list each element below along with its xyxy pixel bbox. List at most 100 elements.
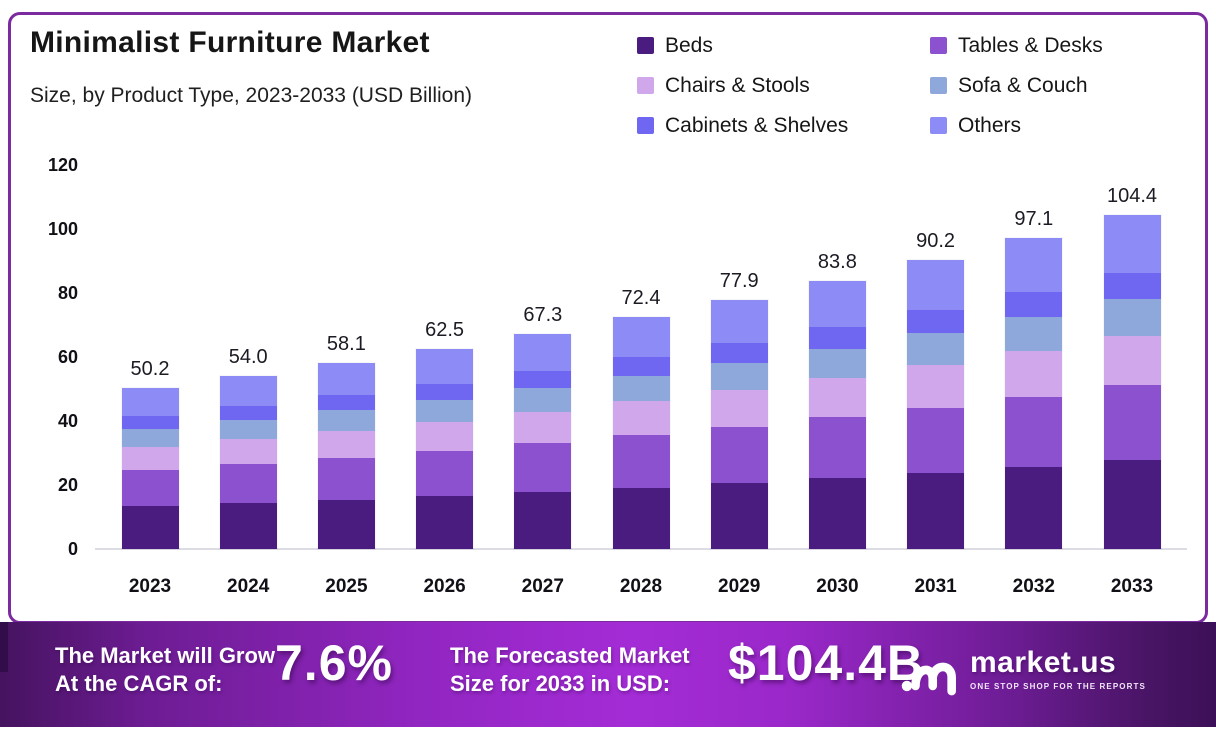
x-axis-label: 2029 [718,576,761,597]
segment-sofa-couch [1103,299,1161,337]
segment-sofa-couch [514,388,572,412]
segment-cabinets-shelves [808,327,866,349]
segment-tables-desks [907,407,965,473]
bar-2024 [219,376,277,549]
bar-2027 [514,333,572,549]
legend-label: Sofa & Couch [958,73,1088,97]
forecast-value: $104.4B [728,635,925,691]
x-axis-label: 2024 [227,576,270,597]
legend: Beds Tables & Desks Chairs & Stools Sofa & … [637,32,1103,139]
segment-sofa-couch [808,348,866,379]
legend-swatch [930,77,947,94]
legend-item-cabinets-shelves: Cabinets & Shelves [637,112,930,139]
brand-name: market.us [970,646,1117,679]
segment-sofa-couch [219,419,277,439]
segment-others [808,280,866,328]
segment-tables-desks [219,463,277,504]
bar-total-label: 83.8 [817,250,857,273]
bar-total-label: 58.1 [326,333,366,356]
legend-item-beds: Beds [637,32,930,59]
bar-2030 [808,280,866,549]
page-subtitle: Size, by Product Type, 2023-2033 (USD Bi… [30,84,473,107]
legend-swatch [637,37,654,54]
segment-sofa-couch [710,362,768,391]
segment-tables-desks [1103,385,1161,461]
bar-2023 [121,388,179,549]
legend-item-sofa-couch: Sofa & Couch [930,72,1103,99]
bar-2033 [1103,214,1161,549]
segment-chairs-stools [1005,351,1063,397]
bar-2026 [416,349,474,549]
x-axis-label: 2032 [1012,576,1055,597]
segment-beds [317,499,375,549]
x-axis-label: 2026 [423,576,466,597]
segment-cabinets-shelves [710,342,768,363]
x-axis-line [95,548,1187,550]
segment-tables-desks [514,443,572,492]
bar-total-label: 50.2 [130,358,170,381]
bar-2025 [317,363,375,549]
segment-beds [219,503,277,549]
segment-chairs-stools [121,446,179,471]
segment-cabinets-shelves [1005,292,1063,318]
segment-beds [416,495,474,549]
segment-cabinets-shelves [219,405,277,420]
x-axis-label: 2028 [619,576,663,597]
segment-cabinets-shelves [416,383,474,400]
segment-tables-desks [121,470,179,507]
segment-beds [808,477,866,549]
segment-tables-desks [808,417,866,478]
y-axis-tick-label: 0 [67,539,78,559]
legend-label: Beds [665,33,713,57]
legend-swatch [637,117,654,134]
segment-chairs-stools [612,401,670,436]
segment-cabinets-shelves [514,370,572,389]
bar-2028 [612,317,670,549]
segment-cabinets-shelves [1103,272,1161,300]
x-axis-label: 2023 [128,576,172,597]
legend-item-chairs-stools: Chairs & Stools [637,72,930,99]
y-axis-tick-label: 80 [57,283,78,303]
segment-others [317,363,375,396]
segment-tables-desks [612,435,670,488]
segment-cabinets-shelves [907,310,965,334]
segment-tables-desks [1005,397,1063,467]
bar-total-label: 67.3 [523,303,563,326]
segment-chairs-stools [219,438,277,464]
legend-label: Tables & Desks [958,33,1103,57]
segment-beds [1103,460,1161,549]
banner-ribbon-edge [0,622,8,672]
x-axis-label: 2031 [914,576,957,597]
brand-block: market.us ONE STOP SHOP FOR THE REPORTS [970,646,1146,692]
x-axis-label: 2030 [816,576,859,597]
segment-cabinets-shelves [612,357,670,376]
bar-2031 [907,260,965,549]
legend-item-others: Others [930,112,1103,139]
segment-beds [907,472,965,549]
y-axis-tick-label: 60 [57,347,78,367]
segment-others [219,376,277,406]
segment-others [1005,238,1063,293]
footer-banner: The Market will Grow At the CAGR of: 7.6… [0,622,1216,727]
segment-sofa-couch [416,399,474,422]
forecast-label-line2: Size for 2033 in USD: [450,671,671,696]
segment-tables-desks [317,457,375,500]
cagr-value: 7.6% [275,635,393,691]
segment-sofa-couch [1005,317,1063,352]
bar-2029 [710,299,768,549]
cagr-label: The Market will Grow At the CAGR of: [55,642,275,698]
segment-cabinets-shelves [121,416,179,430]
segment-chairs-stools [317,430,375,458]
bar-total-label: 72.4 [621,287,661,310]
legend-label: Cabinets & Shelves [665,113,849,137]
segment-sofa-couch [612,375,670,402]
legend-swatch [930,117,947,134]
segment-chairs-stools [907,365,965,408]
x-axis-label: 2025 [325,576,368,597]
segment-others [416,349,474,384]
legend-item-tables-desks: Tables & Desks [930,32,1103,59]
y-axis-tick-label: 20 [57,475,78,495]
cagr-label-line2: At the CAGR of: [55,671,223,696]
